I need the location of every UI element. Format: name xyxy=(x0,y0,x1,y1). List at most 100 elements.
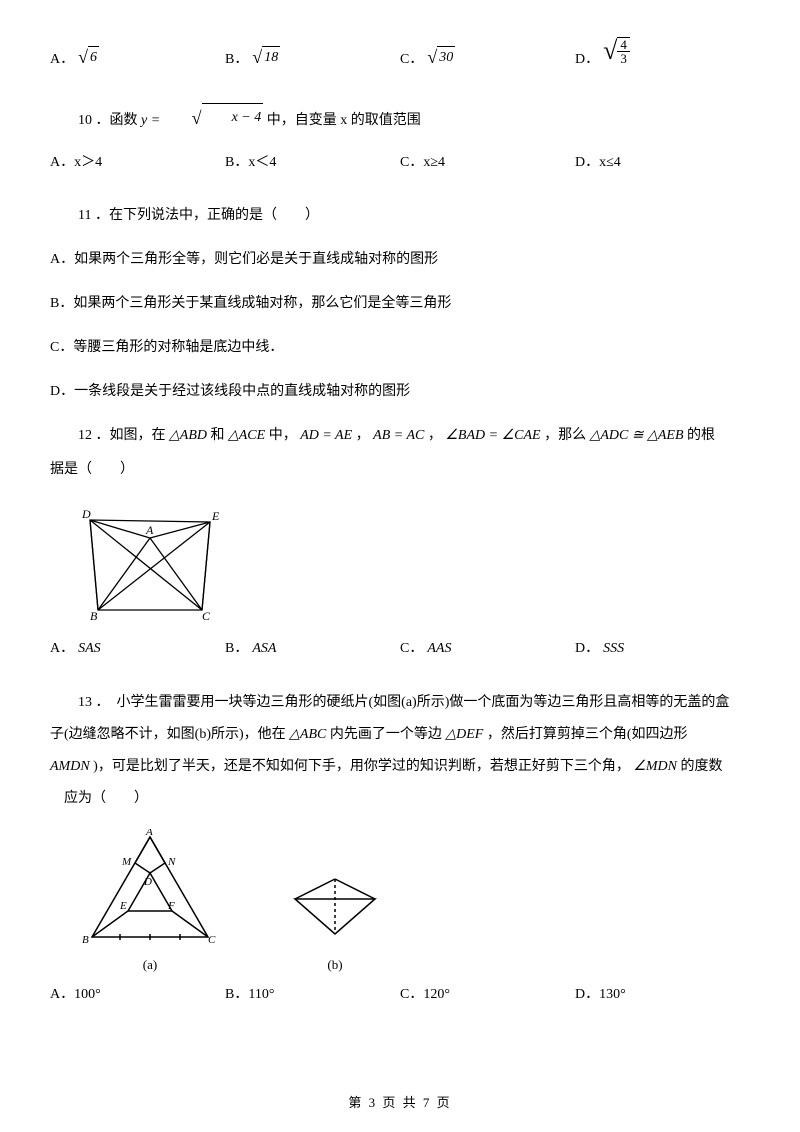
svg-text:E: E xyxy=(211,510,220,523)
sqrt-icon: √18 xyxy=(252,43,280,72)
opt-label: A． xyxy=(50,638,74,660)
triangle: △ABD xyxy=(169,428,207,443)
q13-opt-a: A．100° xyxy=(50,984,225,1006)
function-expr: y = √x − 4 xyxy=(141,113,263,128)
quad: AMDN xyxy=(50,759,90,774)
q9-opt-a: A． √6 xyxy=(50,43,225,72)
q11-opt-d: D．一条线段是关于经过该线段中点的直线成轴对称的图形 xyxy=(50,378,750,406)
text: 内先画了一个等边 xyxy=(330,727,442,742)
sqrt-icon: √43 xyxy=(603,30,630,72)
q13-figure-a: A B C M N D E F xyxy=(80,829,220,949)
text: 中，自变量 x 的取值范围 xyxy=(267,113,421,128)
q10-stem: 10 ．函数 y = √x − 4 中，自变量 x 的取值范围 xyxy=(50,100,750,136)
q13-figures: A B C M N D E F (a) (b) xyxy=(80,829,750,976)
q10-opt-b: B．x＜4 xyxy=(225,152,400,174)
q13-stem: 13 ． 小学生雷雷要用一块等边三角形的硬纸片(如图(a)所示)做一个底面为等边… xyxy=(50,689,750,813)
q12-opt-d: D．SSS xyxy=(575,638,750,660)
figure-label: (a) xyxy=(143,955,157,976)
congruence: △ADC ≅ △AEB xyxy=(590,428,684,443)
sqrt-icon: √30 xyxy=(427,43,455,72)
text: 中， xyxy=(269,428,297,443)
svg-text:D: D xyxy=(143,876,152,888)
opt-label: C． xyxy=(400,638,423,660)
q11-stem: 11 ．在下列说法中，正确的是（ ） xyxy=(50,202,750,230)
q9-options: A． √6 B． √18 C． √30 D． √43 xyxy=(50,30,750,72)
triangle: △DEF xyxy=(445,727,483,742)
sqrt-icon: √x − 4 xyxy=(164,100,264,136)
q12-stem: 12 ．如图，在 △ABD 和 △ACE 中， AD = AE ， AB = A… xyxy=(50,422,750,450)
triangle: △ACE xyxy=(228,428,265,443)
text: 应为（ ） xyxy=(50,785,750,813)
numerator: 4 xyxy=(617,38,630,52)
q13-options: A．100° B．110° C．120° D．130° xyxy=(50,984,750,1006)
text: ，那么 xyxy=(544,428,586,443)
opt-text: ASA xyxy=(252,638,276,660)
svg-text:A: A xyxy=(145,829,153,838)
lhs: y = xyxy=(141,113,164,128)
q13-figure-b xyxy=(280,869,390,949)
text: 和 xyxy=(210,428,224,443)
text: 子(边缝忽略不计，如图(b)所示)，他在 xyxy=(50,727,286,742)
q10-options: A．x＞4 B．x＜4 C．x≥4 D．x≤4 xyxy=(50,152,750,174)
q12-figure: D E A B C xyxy=(80,510,220,620)
equation: AB = AC xyxy=(373,428,424,443)
text: 12 ．如图，在 xyxy=(78,428,166,443)
opt-label: D． xyxy=(575,49,599,71)
figure-label: (b) xyxy=(327,955,342,976)
q11-opt-b: B．如果两个三角形关于某直线成轴对称，那么它们是全等三角形 xyxy=(50,290,750,318)
q13-opt-b: B．110° xyxy=(225,984,400,1006)
sqrt-icon: √6 xyxy=(78,43,99,72)
svg-text:B: B xyxy=(82,934,89,946)
q9-opt-b: B． √18 xyxy=(225,43,400,72)
text: )，可是比划了半天，还是不知如何下手，用你学过的知识判断，若想正好剪下三个角， xyxy=(93,759,630,774)
q12-stem-cont: 据是（ ） xyxy=(50,456,750,484)
radicand: 18 xyxy=(262,46,280,69)
opt-label: A． xyxy=(50,49,74,71)
equation: AD = AE xyxy=(300,428,352,443)
q12-opt-b: B．ASA xyxy=(225,638,400,660)
q12-opt-c: C．AAS xyxy=(400,638,575,660)
q9-opt-d: D． √43 xyxy=(575,30,750,72)
svg-text:M: M xyxy=(121,856,132,868)
svg-text:C: C xyxy=(208,934,216,946)
radicand: 6 xyxy=(88,46,99,69)
q13-opt-d: D．130° xyxy=(575,984,750,1006)
text: 10 ．函数 xyxy=(78,113,138,128)
text: 的根 xyxy=(687,428,715,443)
radicand: 30 xyxy=(437,46,455,69)
text: ，然后打算剪掉三个角(如四边形 xyxy=(487,727,688,742)
opt-label: D． xyxy=(575,638,599,660)
angle: ∠MDN xyxy=(633,759,677,774)
text: 13 ． 小学生雷雷要用一块等边三角形的硬纸片(如图(a)所示)做一个底面为等边… xyxy=(78,695,729,710)
q10-opt-a: A．x＞4 xyxy=(50,152,225,174)
text: ， xyxy=(356,428,370,443)
opt-label: B． xyxy=(225,49,248,71)
opt-label: B． xyxy=(225,638,248,660)
q10-opt-c: C．x≥4 xyxy=(400,152,575,174)
equation: ∠BAD = ∠CAE xyxy=(445,428,540,443)
svg-text:F: F xyxy=(167,900,175,912)
page-footer: 第 3 页 共 7 页 xyxy=(0,1093,800,1114)
svg-text:C: C xyxy=(202,609,211,620)
triangle: △ABC xyxy=(289,727,326,742)
q11-opt-c: C．等腰三角形的对称轴是底边中线． xyxy=(50,334,750,362)
opt-label: C． xyxy=(400,49,423,71)
q9-opt-c: C． √30 xyxy=(400,43,575,72)
opt-text: AAS xyxy=(427,638,451,660)
q10-opt-d: D．x≤4 xyxy=(575,152,750,174)
svg-text:N: N xyxy=(167,856,176,868)
text: ， xyxy=(428,428,442,443)
svg-text:E: E xyxy=(119,900,127,912)
svg-text:A: A xyxy=(145,523,154,537)
svg-text:D: D xyxy=(81,510,91,521)
denominator: 3 xyxy=(617,52,630,65)
q12-opt-a: A．SAS xyxy=(50,638,225,660)
text: 的度数 xyxy=(681,759,723,774)
opt-text: SSS xyxy=(603,638,624,660)
opt-text: SAS xyxy=(78,638,101,660)
q11-opt-a: A．如果两个三角形全等，则它们必是关于直线成轴对称的图形 xyxy=(50,246,750,274)
radicand: x − 4 xyxy=(202,103,264,132)
q13-opt-c: C．120° xyxy=(400,984,575,1006)
svg-text:B: B xyxy=(90,609,98,620)
q12-options: A．SAS B．ASA C．AAS D．SSS xyxy=(50,638,750,660)
